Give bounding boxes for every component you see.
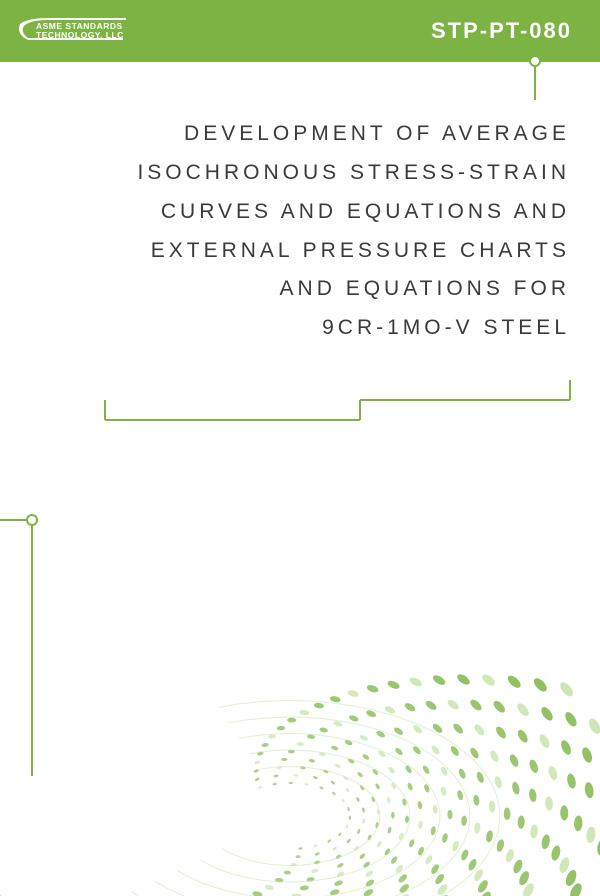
document-title: DEVELOPMENT OF AVERAGEISOCHRONOUS STRESS… — [40, 115, 570, 348]
title-line: DEVELOPMENT OF AVERAGE — [40, 115, 570, 154]
title-line: AND EQUATIONS FOR — [40, 270, 570, 309]
title-line: 9CR-1MO-V STEEL — [40, 309, 570, 348]
title-line: EXTERNAL PRESSURE CHARTS — [40, 232, 570, 271]
title-line: ISOCHRONOUS STRESS-STRAIN — [40, 154, 570, 193]
title-line: CURVES AND EQUATIONS AND — [40, 193, 570, 232]
